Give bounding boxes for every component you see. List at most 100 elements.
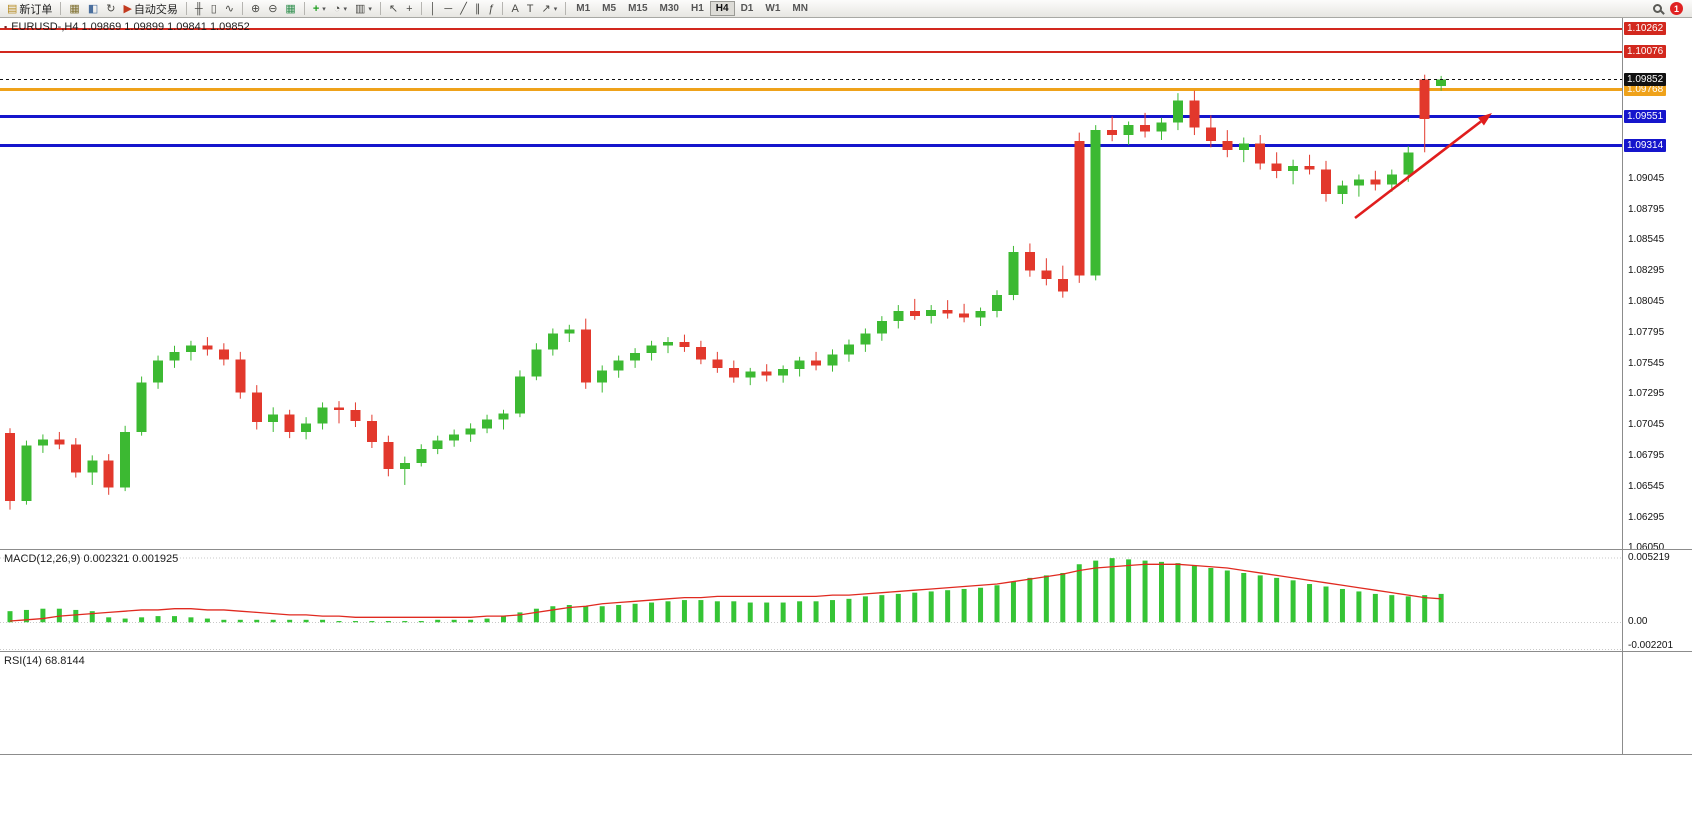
macd-axis[interactable]: 0.005219 0.00 -0.002201 [1622,549,1692,651]
notification-badge[interactable]: 1 [1670,2,1683,15]
price-level-box: 1.09551 [1624,109,1667,123]
timeframe-m1-button[interactable]: M1 [576,3,591,14]
timeframe-w1-button[interactable]: W1 [765,3,781,14]
candle [1156,122,1167,132]
auto-trading-button[interactable]: ▶ 自动交易 [119,1,181,17]
horizontal-line-button[interactable]: ─ [440,1,456,17]
timeframe-h4-button[interactable]: H4 [709,1,735,16]
fibonacci-button[interactable]: ƒ [484,1,498,17]
shapes-button[interactable]: ↗ ▾ [538,1,562,17]
arrow-annotation-head[interactable] [1477,113,1492,126]
chevron-down-icon: ▾ [553,5,558,13]
zoom-in-button[interactable]: ⊕ [247,1,264,17]
search-icon[interactable] [1653,4,1662,13]
candle [1238,143,1249,150]
toolbar-separator [185,2,187,15]
cursor-icon: ↖ [388,2,399,15]
tile-windows-icon: ▦ [285,2,296,15]
candle [893,311,904,322]
candle [103,460,114,488]
periods-button[interactable]: ◔ ▾ [330,1,351,17]
macd-panel[interactable]: MACD(12,26,9) 0.002321 0.001925 [0,549,1622,651]
text-button[interactable]: A [507,1,522,17]
candle [21,445,32,501]
channel-button[interactable]: ∥ [471,1,485,17]
candle [366,420,377,442]
macd-axis-label: 0.005219 [1628,551,1670,563]
refresh-button[interactable]: ↻ [102,1,119,17]
candle [1386,174,1397,185]
trendline-button[interactable]: ╱ [456,1,471,17]
toolbar-separator [60,2,62,15]
candle [218,349,229,360]
candle [1403,152,1414,175]
candles-type-button[interactable]: ▯ [207,1,221,17]
arrow-annotation[interactable] [1354,120,1482,220]
candle [87,460,98,473]
candle [1107,130,1118,136]
rsi-label: RSI(14) 68.8144 [4,655,85,667]
timeframe-h1-button[interactable]: H1 [690,3,704,14]
candle [761,371,772,376]
chart-title-text: EURUSD-,H4 1.09869 1.09899 1.09841 1.098… [11,21,250,33]
timeframe-m15-button[interactable]: M15 [628,3,648,14]
macd-axis-label: 0.00 [1628,616,1648,628]
vertical-line-button[interactable]: │ [426,1,441,17]
vertical-line-icon: │ [429,2,437,15]
candle [1353,179,1364,186]
timeframe-d1-button[interactable]: D1 [740,3,754,14]
profiles-button[interactable]: ◧ [84,1,102,17]
line-type-button[interactable]: ∿ [221,1,238,17]
candle [547,333,558,350]
candle [959,313,970,318]
chevron-down-icon: ▾ [322,5,326,13]
candle [1255,143,1266,164]
timeframe-mn-button[interactable]: MN [792,3,808,14]
macd-canvas[interactable] [0,550,1622,651]
cursor-button[interactable]: ↖ [385,1,402,17]
rsi-canvas[interactable] [0,652,1622,754]
indicators-button[interactable]: + ▾ [309,1,330,17]
candle [1057,279,1068,292]
charts-button[interactable]: ▦ [65,1,83,17]
bottom-filler [0,776,1692,839]
candle [992,295,1002,312]
profile-icon: ◧ [87,2,99,15]
text-icon: A [511,2,519,15]
arrow-shapes-icon: ↗ [541,2,551,15]
price-chart-canvas[interactable] [0,18,1622,549]
candle [251,392,262,423]
candle [449,434,460,441]
price-chart-panel[interactable]: ▪ EURUSD-,H4 1.09869 1.09899 1.09841 1.0… [0,18,1622,549]
candle [860,333,871,345]
candle [498,413,509,420]
bars-type-button[interactable]: ╫ [191,1,207,17]
tile-windows-button[interactable]: ▦ [281,1,299,17]
candle [169,351,180,361]
auto-trading-button-label: 自动交易 [133,3,178,16]
timeframe-m30-button[interactable]: M30 [659,3,679,14]
price-axis-label: 1.06295 [1628,511,1665,523]
fibonacci-icon: ƒ [488,2,495,15]
candle [399,462,410,469]
price-axis[interactable]: 1.09045 1.08795 1.08545 1.08295 1.08045 1.077… [1622,18,1692,549]
candle [794,360,805,370]
new-order-button[interactable]: ▤ 新订单 [3,1,56,17]
rsi-axis[interactable] [1622,651,1692,754]
candle [350,409,361,421]
candle [630,353,641,361]
candle [317,407,328,424]
templates-button[interactable]: ▥ ▾ [351,1,376,17]
candle [564,329,575,334]
candle [1271,163,1282,171]
label-button[interactable]: T [523,1,538,17]
time-axis[interactable] [0,754,1692,776]
price-level-box: 1.09768 [1624,83,1667,97]
candle [120,431,131,488]
rsi-panel[interactable]: RSI(14) 68.8144 [0,651,1622,754]
zoom-out-button[interactable]: ⊖ [264,1,281,17]
timeframe-m5-button[interactable]: M5 [602,3,617,14]
crosshair-button[interactable]: + [402,1,416,17]
candle [1123,125,1134,136]
candle [1304,165,1315,170]
